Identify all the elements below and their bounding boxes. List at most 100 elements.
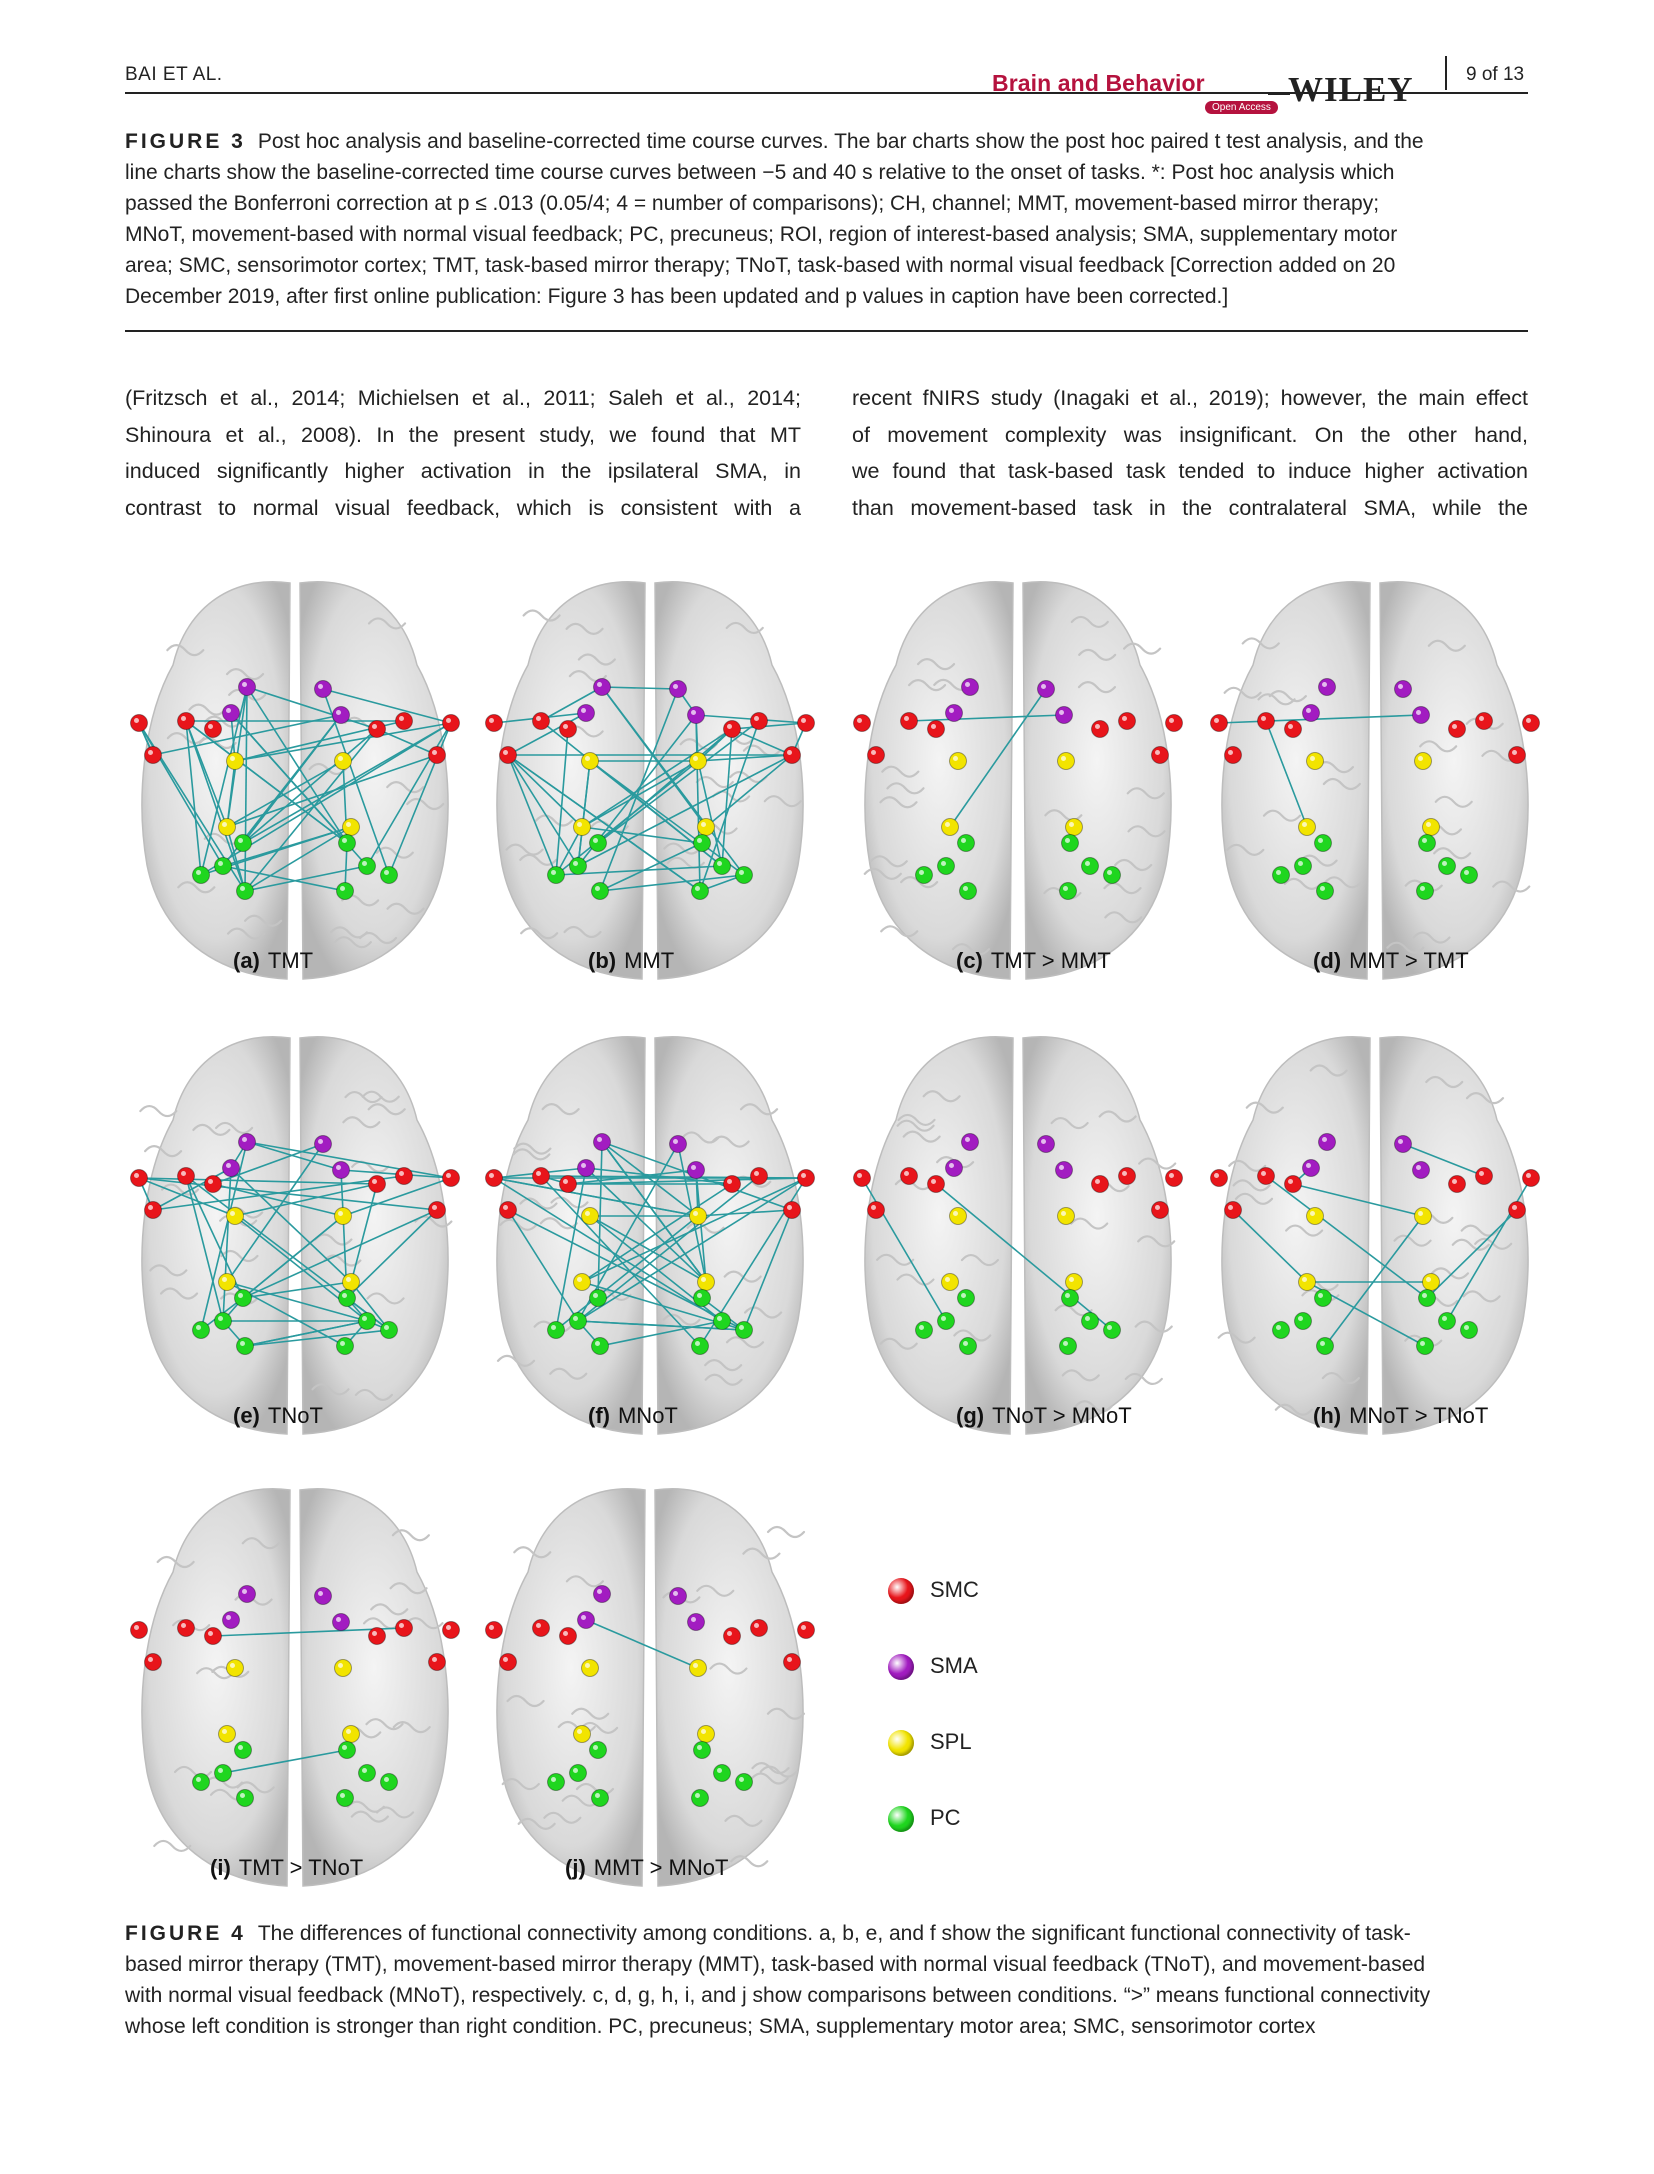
pc-electrode	[1438, 1312, 1456, 1330]
electrode-highlight	[1464, 870, 1469, 875]
electrode-highlight	[226, 1163, 231, 1168]
sma-electrode	[577, 704, 595, 722]
electrode-highlight	[338, 1211, 343, 1216]
legend-label: SMC	[930, 1577, 979, 1602]
smc-electrode	[1210, 1169, 1228, 1187]
journal-title[interactable]: Brain and Behavior	[992, 70, 1205, 96]
electrode-highlight	[963, 886, 968, 891]
electrode-highlight	[551, 870, 556, 875]
gyrus-texture	[311, 1383, 350, 1396]
connectivity-edge	[493, 1177, 723, 1322]
connectivity-edge	[949, 688, 1047, 828]
connectivity-edge	[242, 1215, 344, 1299]
gyrus-texture	[879, 796, 918, 809]
smc-electrode	[1448, 1175, 1466, 1193]
sma-electrode	[945, 704, 963, 722]
gyrus-texture	[1283, 877, 1322, 890]
electrode-highlight	[181, 1171, 186, 1176]
smc-electrode	[1257, 712, 1275, 730]
electrode-highlight	[1526, 1173, 1531, 1178]
electrode-highlight	[871, 1205, 876, 1210]
gyrus-texture	[1134, 1320, 1173, 1333]
pc-electrode	[1438, 857, 1456, 875]
spl-electrode	[1306, 1207, 1324, 1225]
gyrus-texture	[517, 1817, 556, 1830]
connectivity-edge	[695, 1169, 707, 1283]
sma-electrode	[961, 678, 979, 696]
electrode-highlight	[1420, 886, 1425, 891]
connectivity-edge	[599, 1320, 723, 1347]
electrode-highlight	[238, 838, 243, 843]
smc-electrode	[559, 1175, 577, 1193]
connectivity-edge	[555, 826, 583, 876]
electrode-highlight	[1442, 861, 1447, 866]
electrode-highlight	[941, 1316, 946, 1321]
gyrus-texture	[897, 1113, 936, 1127]
electrode-highlight	[1422, 838, 1427, 843]
smc-electrode	[783, 746, 801, 764]
gyrus-texture	[392, 1721, 431, 1734]
electrode-highlight	[931, 1179, 936, 1184]
panel-letter: (j)	[565, 1855, 586, 1880]
electrode-highlight	[489, 718, 494, 723]
legend-swatch	[888, 1730, 914, 1756]
gyrus-texture	[1309, 1064, 1348, 1077]
electrode-highlight	[1418, 756, 1423, 761]
spl-electrode	[689, 1659, 707, 1677]
electrode-highlight	[931, 724, 936, 729]
electrode-highlight	[1261, 716, 1266, 721]
electrode-highlight	[581, 708, 586, 713]
connectivity-edge	[244, 865, 368, 892]
connectivity-edge	[577, 1175, 760, 1322]
body-line: Shinoura et al., 2008). In the present s…	[125, 422, 801, 447]
electrode-highlight	[372, 1631, 377, 1636]
gyrus-texture	[342, 1116, 381, 1129]
smc-electrode	[1508, 746, 1526, 764]
connectivity-edge	[507, 712, 587, 756]
smc-electrode	[144, 746, 162, 764]
electrode-highlight	[362, 1768, 367, 1773]
pc-electrode	[336, 1337, 354, 1355]
figure4-label: FIGURE 4	[125, 1922, 246, 1945]
pc-electrode	[591, 882, 609, 900]
electrode-highlight	[222, 822, 227, 827]
electrode-highlight	[727, 724, 732, 729]
pc-electrode	[547, 1773, 565, 1791]
electrode-highlight	[372, 1179, 377, 1184]
running-author: BAI ET AL.	[125, 64, 223, 85]
pc-electrode	[192, 866, 210, 884]
electrode-highlight	[1526, 718, 1531, 723]
electrode-highlight	[340, 1793, 345, 1798]
connectivity-edge	[581, 1183, 733, 1283]
sma-electrode	[238, 1133, 256, 1151]
electrode-highlight	[148, 750, 153, 755]
gyrus-texture	[1268, 690, 1307, 703]
electrode-highlight	[573, 861, 578, 866]
spl-electrode	[697, 818, 715, 836]
electrode-highlight	[1155, 750, 1160, 755]
gyrus-texture	[951, 943, 991, 956]
gyrus-texture	[1492, 880, 1531, 893]
electrode-highlight	[346, 1277, 351, 1282]
electrode-highlight	[563, 1631, 568, 1636]
pc-electrode	[957, 1289, 975, 1307]
gyrus-texture	[869, 855, 908, 868]
gyrus-texture	[663, 842, 702, 855]
gyrus-texture	[686, 1221, 725, 1234]
gyrus-texture	[1245, 1101, 1284, 1114]
left-hemisphere	[864, 581, 1014, 980]
spl-electrode	[1422, 1273, 1440, 1291]
gyrus-texture	[1226, 843, 1265, 856]
sma-electrode	[593, 1585, 611, 1603]
electrode-highlight	[342, 838, 347, 843]
pc-electrode	[1416, 1337, 1434, 1355]
pc-electrode	[735, 866, 753, 884]
pc-electrode	[937, 1312, 955, 1330]
gyrus-texture	[196, 1667, 235, 1680]
gyrus-texture	[1321, 1371, 1360, 1385]
smc-electrode	[853, 714, 871, 732]
connectivity-edge	[1292, 1183, 1424, 1217]
gyrus-texture	[1122, 642, 1162, 655]
left-hemisphere	[141, 581, 291, 980]
gyrus-texture	[1262, 809, 1302, 822]
